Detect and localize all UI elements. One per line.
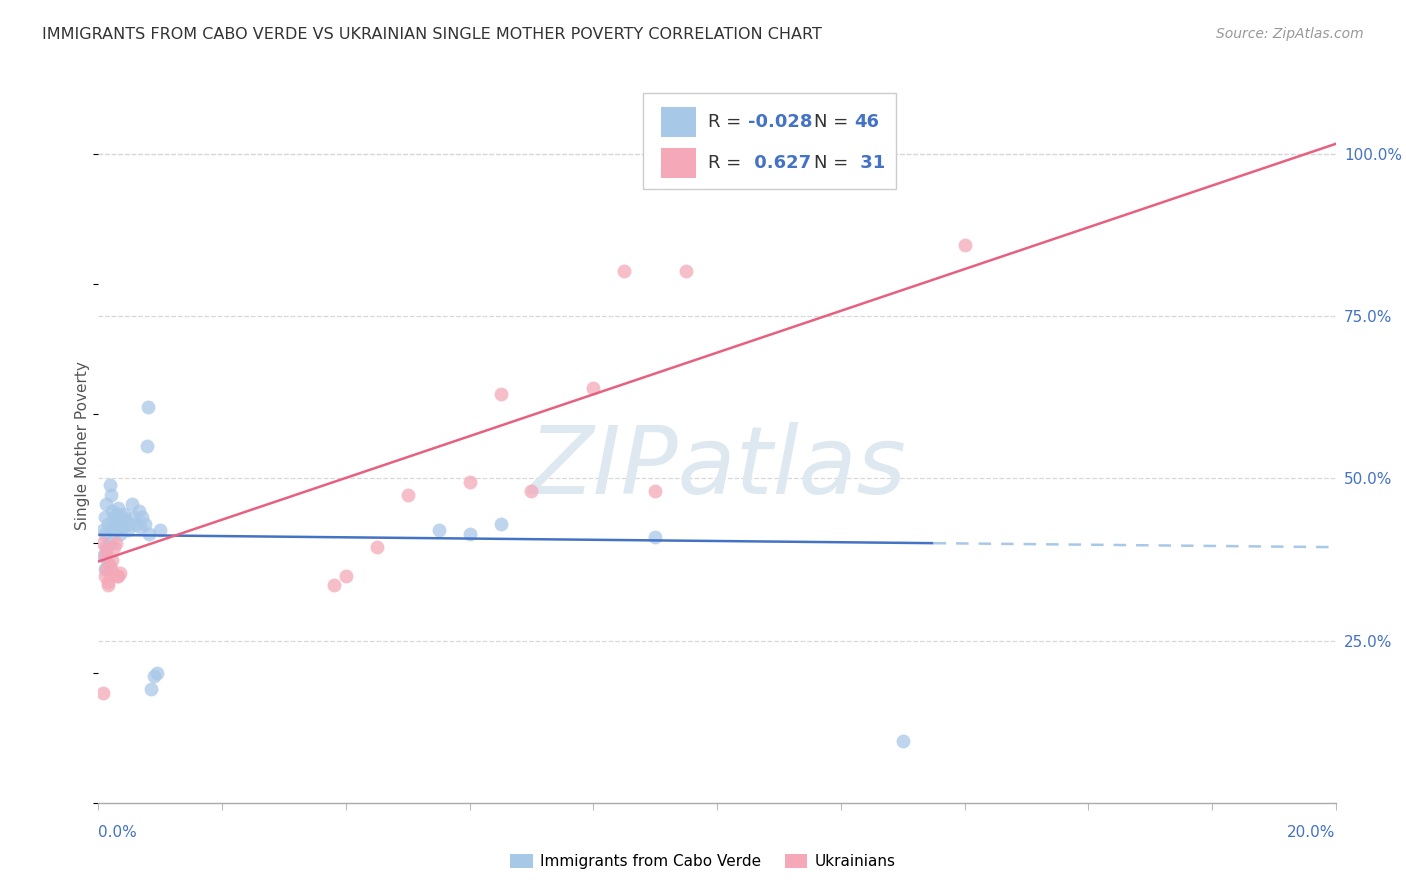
Point bbox=[458, 475, 481, 489]
Point bbox=[108, 526, 131, 541]
Point bbox=[582, 381, 605, 395]
Point bbox=[98, 478, 121, 492]
Y-axis label: Single Mother Poverty: Single Mother Poverty bbox=[75, 361, 90, 531]
Point bbox=[107, 568, 129, 582]
Point bbox=[644, 484, 666, 499]
Point bbox=[396, 488, 419, 502]
Text: -0.028: -0.028 bbox=[748, 113, 813, 131]
Point bbox=[427, 524, 450, 538]
Point bbox=[111, 510, 134, 524]
Legend: Immigrants from Cabo Verde, Ukrainians: Immigrants from Cabo Verde, Ukrainians bbox=[503, 848, 903, 875]
Point bbox=[101, 504, 124, 518]
Text: N =: N = bbox=[814, 113, 853, 131]
Point bbox=[139, 682, 162, 697]
Point bbox=[93, 510, 115, 524]
Point bbox=[134, 516, 156, 531]
Point bbox=[112, 507, 135, 521]
Point bbox=[93, 549, 115, 564]
Point bbox=[644, 530, 666, 544]
Point bbox=[93, 536, 115, 550]
Point bbox=[322, 578, 344, 592]
Point bbox=[97, 578, 120, 592]
Point bbox=[129, 520, 152, 534]
Point bbox=[143, 669, 166, 683]
Point bbox=[149, 524, 172, 538]
Point bbox=[830, 147, 852, 161]
Point bbox=[128, 504, 150, 518]
Point bbox=[93, 549, 115, 564]
Point bbox=[93, 685, 115, 699]
Point bbox=[953, 238, 976, 252]
Point bbox=[103, 516, 125, 531]
Text: R =: R = bbox=[709, 113, 748, 131]
Text: IMMIGRANTS FROM CABO VERDE VS UKRAINIAN SINGLE MOTHER POVERTY CORRELATION CHART: IMMIGRANTS FROM CABO VERDE VS UKRAINIAN … bbox=[42, 27, 823, 42]
Text: Source: ZipAtlas.com: Source: ZipAtlas.com bbox=[1216, 27, 1364, 41]
Point bbox=[93, 526, 115, 541]
Point bbox=[124, 510, 146, 524]
Point bbox=[115, 514, 138, 528]
FancyBboxPatch shape bbox=[661, 148, 696, 178]
Point bbox=[93, 562, 115, 576]
Text: 20.0%: 20.0% bbox=[1288, 825, 1336, 840]
Point bbox=[105, 516, 128, 531]
Point bbox=[706, 147, 728, 161]
Point bbox=[112, 520, 135, 534]
Text: 0.0%: 0.0% bbox=[98, 825, 138, 840]
Point bbox=[105, 568, 128, 582]
Point bbox=[94, 497, 117, 511]
Point bbox=[136, 400, 159, 414]
Point bbox=[104, 536, 127, 550]
Point bbox=[131, 510, 153, 524]
Point bbox=[146, 666, 169, 681]
Text: R =: R = bbox=[709, 154, 748, 172]
Point bbox=[101, 552, 124, 566]
Text: N =: N = bbox=[814, 154, 853, 172]
Text: 0.627: 0.627 bbox=[748, 154, 811, 172]
Point bbox=[613, 264, 636, 278]
Point bbox=[94, 542, 117, 557]
Point bbox=[117, 524, 139, 538]
Text: 31: 31 bbox=[855, 154, 886, 172]
Point bbox=[104, 524, 127, 538]
Point bbox=[335, 568, 357, 582]
Point bbox=[124, 516, 146, 531]
Point bbox=[103, 540, 125, 554]
Point bbox=[97, 516, 120, 531]
Point bbox=[768, 147, 790, 161]
Point bbox=[520, 484, 543, 499]
Point bbox=[118, 516, 141, 531]
Text: ZIPatlas: ZIPatlas bbox=[529, 422, 905, 513]
Point bbox=[103, 510, 125, 524]
Point bbox=[94, 562, 117, 576]
Point bbox=[108, 566, 131, 580]
Point bbox=[98, 559, 121, 574]
FancyBboxPatch shape bbox=[661, 107, 696, 137]
Point bbox=[100, 488, 122, 502]
Point bbox=[94, 540, 117, 554]
Point bbox=[93, 568, 115, 582]
Point bbox=[366, 540, 388, 554]
FancyBboxPatch shape bbox=[643, 93, 897, 189]
Point bbox=[100, 524, 122, 538]
Point bbox=[891, 734, 914, 748]
Point bbox=[675, 264, 697, 278]
Point bbox=[121, 497, 143, 511]
Point bbox=[97, 556, 120, 570]
Point bbox=[138, 526, 160, 541]
Point bbox=[93, 524, 115, 538]
Point bbox=[98, 536, 121, 550]
Point bbox=[458, 526, 481, 541]
Point bbox=[100, 562, 122, 576]
Point bbox=[105, 507, 128, 521]
Point bbox=[107, 500, 129, 515]
Point bbox=[135, 439, 157, 453]
Text: 46: 46 bbox=[855, 113, 879, 131]
Point bbox=[489, 387, 512, 401]
Point bbox=[97, 575, 120, 590]
Point bbox=[489, 516, 512, 531]
